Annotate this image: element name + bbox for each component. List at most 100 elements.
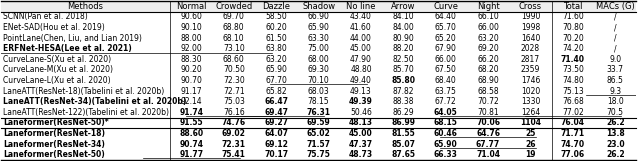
Text: 88.38: 88.38 xyxy=(392,97,414,106)
Text: 87.82: 87.82 xyxy=(392,87,414,96)
Text: 90.20: 90.20 xyxy=(180,65,202,74)
Text: 2028: 2028 xyxy=(521,44,540,53)
Text: 86.29: 86.29 xyxy=(392,108,414,117)
Text: 72.30: 72.30 xyxy=(223,76,244,85)
Text: 69.12: 69.12 xyxy=(264,140,288,149)
Text: 48.13: 48.13 xyxy=(349,118,373,127)
Text: 60.46: 60.46 xyxy=(434,129,458,138)
Text: 75.41: 75.41 xyxy=(222,150,246,159)
Text: 71.71: 71.71 xyxy=(561,129,585,138)
Text: 69.59: 69.59 xyxy=(307,118,330,127)
Text: 19: 19 xyxy=(525,150,536,159)
Text: Laneformer(ResNet-50)*: Laneformer(ResNet-50)* xyxy=(3,118,109,127)
Text: 26.2: 26.2 xyxy=(606,150,625,159)
Text: 1020: 1020 xyxy=(521,87,540,96)
Text: 48.80: 48.80 xyxy=(350,65,372,74)
Text: 65.20: 65.20 xyxy=(435,34,456,43)
Text: 68.60: 68.60 xyxy=(223,55,244,64)
Text: 66.00: 66.00 xyxy=(477,23,499,32)
Text: 91.55: 91.55 xyxy=(180,118,204,127)
Text: Normal: Normal xyxy=(176,2,207,11)
Text: 63.20: 63.20 xyxy=(266,55,287,64)
Text: Night: Night xyxy=(477,2,499,11)
Text: 90.70: 90.70 xyxy=(180,76,202,85)
Text: 84.00: 84.00 xyxy=(392,23,414,32)
Text: 41.60: 41.60 xyxy=(350,23,372,32)
Text: ERFNet-HESA(Lee et al. 2021): ERFNet-HESA(Lee et al. 2021) xyxy=(3,44,132,53)
Text: 74.80: 74.80 xyxy=(562,76,584,85)
Text: 1264: 1264 xyxy=(521,108,540,117)
Text: 47.90: 47.90 xyxy=(350,55,372,64)
Text: 45.00: 45.00 xyxy=(350,44,372,53)
Text: 1746: 1746 xyxy=(521,76,540,85)
Text: 66.90: 66.90 xyxy=(308,12,330,21)
Text: PointLane(Chen, Liu, and Lian 2019): PointLane(Chen, Liu, and Lian 2019) xyxy=(3,34,142,43)
Text: 1330: 1330 xyxy=(521,97,540,106)
Text: 68.15: 68.15 xyxy=(434,118,458,127)
Text: 68.90: 68.90 xyxy=(477,76,499,85)
Text: 90.10: 90.10 xyxy=(180,23,202,32)
Text: 69.47: 69.47 xyxy=(264,108,288,117)
Text: 63.20: 63.20 xyxy=(477,34,499,43)
Text: 65.82: 65.82 xyxy=(266,87,287,96)
Text: 73.50: 73.50 xyxy=(562,65,584,74)
Text: Dazzle: Dazzle xyxy=(262,2,290,11)
Text: 63.75: 63.75 xyxy=(435,87,457,96)
Text: 69.30: 69.30 xyxy=(308,65,330,74)
Text: 61.50: 61.50 xyxy=(266,34,287,43)
Text: Arrow: Arrow xyxy=(391,2,415,11)
Text: 90.74: 90.74 xyxy=(179,140,204,149)
Text: 68.20: 68.20 xyxy=(477,65,499,74)
Text: 43.40: 43.40 xyxy=(350,12,372,21)
Text: /: / xyxy=(614,12,616,21)
Text: 58.50: 58.50 xyxy=(266,12,287,21)
Text: 77.02: 77.02 xyxy=(562,108,584,117)
Text: 90.60: 90.60 xyxy=(180,12,202,21)
Text: 69.02: 69.02 xyxy=(222,129,246,138)
Text: 72.31: 72.31 xyxy=(222,140,246,149)
Text: 88.60: 88.60 xyxy=(179,129,204,138)
Text: 85.80: 85.80 xyxy=(391,76,415,85)
Text: 64.07: 64.07 xyxy=(264,129,288,138)
Text: 81.55: 81.55 xyxy=(392,129,415,138)
Text: 49.13: 49.13 xyxy=(350,87,372,96)
Text: LaneATT(ResNet-18)(Tabelini et al. 2020b): LaneATT(ResNet-18)(Tabelini et al. 2020b… xyxy=(3,87,164,96)
Text: 68.58: 68.58 xyxy=(477,87,499,96)
Text: 76.68: 76.68 xyxy=(562,97,584,106)
Text: 66.20: 66.20 xyxy=(477,55,499,64)
Text: 70.5: 70.5 xyxy=(607,108,624,117)
Text: ENet-SAD(Hou et al. 2019): ENet-SAD(Hou et al. 2019) xyxy=(3,23,105,32)
Text: 1640: 1640 xyxy=(521,34,540,43)
Text: 70.72: 70.72 xyxy=(477,97,499,106)
Text: 67.90: 67.90 xyxy=(435,44,457,53)
Text: Shadow: Shadow xyxy=(302,2,335,11)
Text: Laneformer(ResNet-18): Laneformer(ResNet-18) xyxy=(3,129,105,138)
Text: 85.07: 85.07 xyxy=(391,140,415,149)
Text: 70.06: 70.06 xyxy=(476,118,500,127)
Text: 71.04: 71.04 xyxy=(476,150,500,159)
Text: 70.81: 70.81 xyxy=(477,108,499,117)
Text: 26.2: 26.2 xyxy=(606,118,625,127)
Text: 70.20: 70.20 xyxy=(562,34,584,43)
Text: 65.02: 65.02 xyxy=(307,129,330,138)
Text: 84.10: 84.10 xyxy=(392,12,414,21)
Text: 69.27: 69.27 xyxy=(264,118,288,127)
Text: 88.30: 88.30 xyxy=(180,55,202,64)
Text: 25: 25 xyxy=(525,129,536,138)
Text: 69.20: 69.20 xyxy=(477,44,499,53)
Text: Crowded: Crowded xyxy=(215,2,252,11)
Text: 64.05: 64.05 xyxy=(434,108,458,117)
Text: 80.90: 80.90 xyxy=(392,34,414,43)
Bar xyxy=(1,1,636,12)
Text: 9.3: 9.3 xyxy=(609,87,621,96)
Text: 72.71: 72.71 xyxy=(223,87,244,96)
Text: 66.47: 66.47 xyxy=(264,97,288,106)
Text: 1104: 1104 xyxy=(520,118,541,127)
Text: No line: No line xyxy=(346,2,376,11)
Text: 91.17: 91.17 xyxy=(180,87,202,96)
Text: 70.50: 70.50 xyxy=(223,65,244,74)
Text: 87.65: 87.65 xyxy=(391,150,415,159)
Text: 63.80: 63.80 xyxy=(266,44,287,53)
Text: 66.33: 66.33 xyxy=(434,150,458,159)
Text: 33.7: 33.7 xyxy=(607,65,624,74)
